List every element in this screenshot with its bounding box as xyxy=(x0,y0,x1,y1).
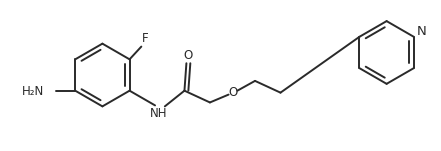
Text: H₂N: H₂N xyxy=(22,85,44,98)
Text: F: F xyxy=(142,32,149,45)
Text: O: O xyxy=(184,49,193,62)
Text: N: N xyxy=(417,25,426,38)
Text: O: O xyxy=(229,86,238,99)
Text: NH: NH xyxy=(150,107,168,120)
